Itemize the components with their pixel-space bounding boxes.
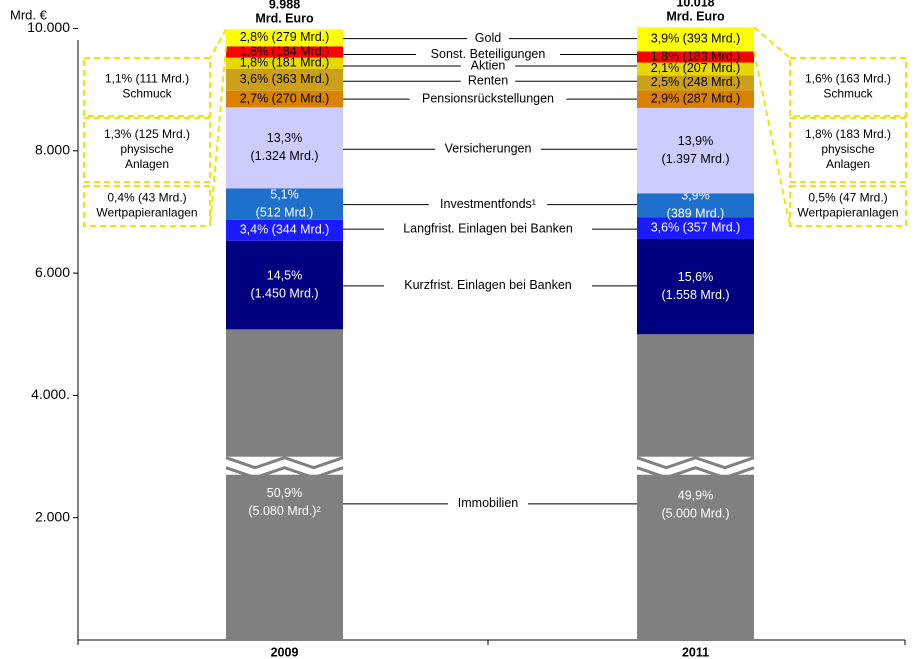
- bar-segment: [226, 188, 343, 220]
- bar-segment: [637, 75, 754, 91]
- data-label: 1,8% (181 Mrd.): [240, 55, 330, 69]
- data-label: (1.397 Mrd.): [661, 152, 729, 166]
- data-label: 13,3%: [267, 131, 302, 145]
- gold-breakdown-text: 1,8% (183 Mrd.): [805, 127, 891, 141]
- y-tick-label: 6.000: [35, 264, 70, 280]
- data-label: 5,1%: [270, 187, 299, 201]
- gold-connector: [753, 26, 791, 59]
- gold-connector: [209, 28, 227, 59]
- gold-breakdown-text: physische: [120, 142, 174, 156]
- data-label: (1.450 Mrd.): [250, 286, 318, 300]
- bar-segment: [637, 193, 754, 218]
- bar-segment: [226, 90, 343, 108]
- data-label: (1.324 Mrd.): [250, 149, 318, 163]
- axis-break: [637, 456, 754, 475]
- y-tick-label: 10.000: [27, 19, 70, 35]
- data-label: (1.558 Mrd.): [661, 288, 729, 302]
- data-label: 1,8% (184 Mrd.): [240, 44, 330, 58]
- bar-segment: [637, 238, 754, 335]
- x-tick-label: 2009: [271, 645, 299, 659]
- data-label: 3,9% (393 Mrd.): [651, 32, 741, 46]
- gold-breakdown-text: 0,5% (47 Mrd.): [808, 191, 887, 205]
- gold-connector: [209, 46, 227, 227]
- data-label: 15,6%: [678, 270, 713, 284]
- total-value-label: 9.988: [269, 0, 300, 12]
- axis-break-zigzag: [636, 466, 755, 480]
- y-tick-label: 2.000: [35, 508, 70, 524]
- data-label: 3,6% (363 Mrd.): [240, 72, 330, 86]
- y-tick-label: 8.000: [35, 142, 70, 158]
- data-label: 2,1% (207 Mrd.): [651, 61, 741, 75]
- axis-break-zigzag: [225, 456, 344, 470]
- data-label: 2,8% (279 Mrd.): [240, 30, 330, 44]
- gold-breakdown-box: [83, 57, 211, 117]
- series-label: Langfrist. Einlagen bei Banken: [403, 221, 573, 235]
- bar-segment: [637, 51, 754, 63]
- bar-segment: [637, 62, 754, 76]
- gold-breakdown-text: Wertpapieranlagen: [797, 206, 898, 220]
- data-label: (5.080 Mrd.)²: [248, 504, 320, 518]
- data-label: 1,8% (183 Mrd.): [651, 49, 741, 63]
- gold-breakdown-text: Schmuck: [823, 87, 873, 101]
- data-label: 2,9% (287 Mrd.): [651, 91, 741, 105]
- gold-breakdown-box: [789, 57, 907, 117]
- bar-segment: [637, 217, 754, 239]
- y-axis-unit-label: Mrd. €: [10, 7, 48, 22]
- bar-segment: [226, 46, 343, 58]
- gold-breakdown-text: 1,6% (163 Mrd.): [805, 72, 891, 86]
- axis-break-zigzag: [636, 456, 755, 470]
- bar-segment: [226, 219, 343, 241]
- data-label: (512 Mrd.): [256, 205, 314, 219]
- data-label: 13,9%: [678, 134, 713, 148]
- axis-break-zigzag: [225, 466, 344, 480]
- series-label: Pensionsrückstellungen: [422, 91, 554, 105]
- series-label: Versicherungen: [445, 142, 532, 156]
- gold-breakdown-text: physische: [821, 142, 875, 156]
- gold-breakdown-text: Anlagen: [125, 157, 169, 171]
- bar-segment: [226, 57, 343, 69]
- data-label: 3,6% (357 Mrd.): [651, 220, 741, 234]
- data-label: (5.000 Mrd.): [661, 506, 729, 520]
- axis-break: [226, 456, 343, 475]
- series-label: Investmentfonds¹: [440, 197, 536, 211]
- data-label: 2,5% (248 Mrd.): [651, 75, 741, 89]
- bar-segment: [637, 90, 754, 108]
- gold-breakdown-text: Wertpapieranlagen: [96, 206, 197, 220]
- data-label: (389 Mrd.): [667, 207, 725, 221]
- bar-segment: [226, 29, 343, 47]
- gold-breakdown-box: [789, 185, 907, 227]
- data-label: 50,9%: [267, 486, 302, 500]
- series-label: Immobilien: [458, 496, 518, 510]
- total-unit-label: Mrd. Euro: [255, 12, 314, 26]
- gold-breakdown-text: 1,3% (125 Mrd.): [104, 127, 190, 141]
- gold-connector: [753, 51, 791, 227]
- total-unit-label: Mrd. Euro: [666, 10, 725, 24]
- series-label: Gold: [475, 31, 501, 45]
- bar-segment: [226, 107, 343, 189]
- gold-breakdown-box: [83, 185, 211, 227]
- bar-segment: [226, 240, 343, 330]
- bar-segment: [226, 329, 343, 640]
- y-tick-label: 4.000.: [31, 386, 70, 402]
- total-value-label: 10.018: [676, 0, 714, 10]
- data-label: 2,7% (270 Mrd.): [240, 91, 330, 105]
- gold-breakdown-text: 1,1% (111 Mrd.): [105, 72, 189, 86]
- data-label: 3,4% (344 Mrd.): [240, 222, 330, 236]
- x-tick-label: 2011: [682, 645, 709, 659]
- gold-breakdown-text: Anlagen: [826, 157, 870, 171]
- series-label: Renten: [468, 74, 508, 88]
- series-label: Sonst. Beteiligungen: [431, 47, 546, 61]
- bar-segment: [637, 107, 754, 194]
- gold-breakdown-box: [83, 117, 211, 183]
- bar-segment: [226, 68, 343, 91]
- bar-segment: [637, 334, 754, 640]
- gold-breakdown-text: 0,4% (43 Mrd.): [107, 191, 186, 205]
- series-label: Aktien: [471, 58, 506, 72]
- series-label: Kurzfrist. Einlagen bei Banken: [404, 278, 572, 292]
- data-label: 49,9%: [678, 488, 713, 502]
- gold-breakdown-text: Schmuck: [122, 87, 172, 101]
- data-label: 14,5%: [267, 268, 302, 282]
- bar-segment: [637, 27, 754, 52]
